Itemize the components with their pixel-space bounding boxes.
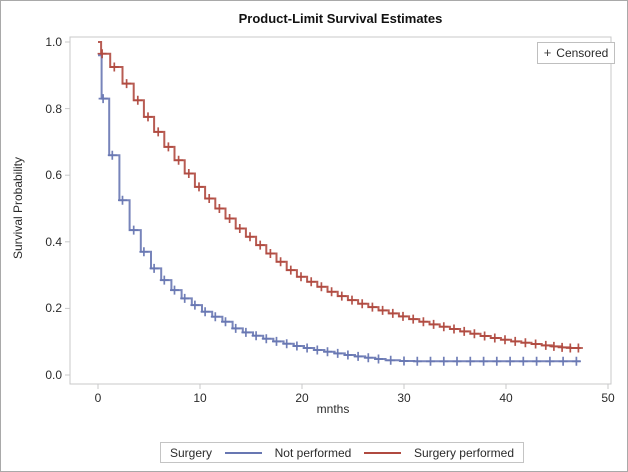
x-tick-label: 30 [397, 391, 411, 405]
censored-legend-label: Censored [556, 46, 609, 60]
x-tick-label: 0 [94, 391, 102, 405]
plot-frame [69, 36, 612, 385]
censor-marks-1 [97, 49, 583, 353]
chart-title: Product-Limit Survival Estimates [238, 11, 443, 26]
survival-curve-1 [98, 41, 581, 349]
y-tick-label: 0.8 [45, 101, 62, 116]
x-axis-label: mnths [316, 402, 350, 416]
y-tick-label: 0.2 [45, 301, 62, 316]
legend-line-not-performed [225, 451, 262, 454]
legend-line-surgery-performed [364, 451, 401, 454]
survival-curve-0 [98, 54, 581, 363]
censor-marks-0 [98, 94, 581, 366]
censor-plus-icon: + [543, 45, 552, 60]
y-tick-label: 0.4 [45, 234, 62, 249]
x-tick-label: 20 [295, 391, 309, 405]
x-tick-label: 10 [193, 391, 207, 405]
y-tick-label: 0.0 [45, 368, 62, 382]
y-axis-label: Survival Probability [11, 156, 25, 260]
y-tick-label: 1.0 [45, 35, 62, 49]
legend-title: Surgery [170, 445, 213, 460]
censored-legend: + Censored [537, 42, 615, 64]
legend-label-not-performed: Not performed [274, 445, 352, 460]
group-legend: Surgery Not performed Surgery performed [160, 442, 524, 463]
x-tick-label: 50 [601, 391, 615, 405]
y-tick-label: 0.6 [45, 168, 62, 183]
x-tick-label: 40 [499, 391, 513, 405]
legend-label-surgery-performed: Surgery performed [413, 445, 514, 460]
